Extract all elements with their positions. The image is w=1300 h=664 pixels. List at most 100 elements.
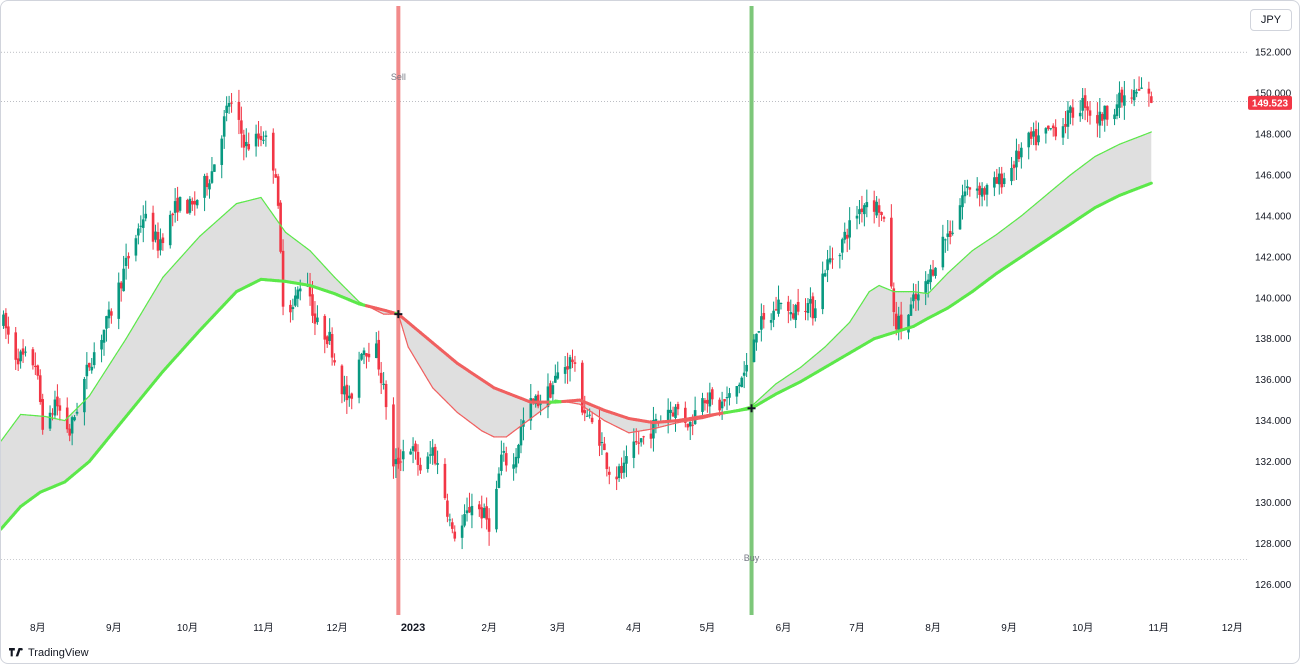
candle[interactable] (1140, 77, 1143, 89)
candle[interactable] (772, 301, 775, 328)
candle[interactable] (639, 438, 643, 447)
candle[interactable] (519, 419, 523, 454)
candle[interactable] (845, 228, 849, 253)
candle[interactable] (725, 386, 729, 411)
candle[interactable] (863, 203, 866, 227)
candle[interactable] (191, 197, 194, 212)
candle[interactable] (205, 172, 209, 196)
candle[interactable] (1147, 81, 1151, 107)
candle[interactable] (208, 179, 211, 199)
candle[interactable] (414, 440, 417, 460)
candle[interactable] (1047, 125, 1050, 131)
candle[interactable] (176, 186, 179, 221)
candle[interactable] (350, 392, 354, 410)
candle[interactable] (161, 233, 165, 251)
candle[interactable] (1020, 142, 1023, 169)
candle[interactable] (826, 249, 829, 283)
candle[interactable] (247, 132, 251, 151)
candle[interactable] (1115, 94, 1119, 120)
candle[interactable] (411, 437, 415, 464)
candle[interactable] (961, 184, 964, 220)
candle[interactable] (546, 373, 550, 419)
candle[interactable] (931, 260, 935, 277)
candle[interactable] (948, 220, 952, 245)
candle[interactable] (431, 439, 434, 465)
candle[interactable] (4, 308, 8, 340)
candle[interactable] (983, 186, 986, 201)
candle[interactable] (777, 285, 780, 317)
candle[interactable] (1132, 79, 1136, 107)
candle[interactable] (941, 224, 945, 271)
candle[interactable] (500, 440, 503, 476)
candle[interactable] (568, 354, 572, 382)
candle[interactable] (330, 327, 334, 366)
candle[interactable] (257, 121, 260, 147)
candle[interactable] (195, 199, 199, 209)
candle[interactable] (1071, 99, 1075, 126)
candle[interactable] (347, 385, 351, 407)
candle[interactable] (141, 205, 145, 243)
candle[interactable] (1100, 112, 1104, 126)
candle[interactable] (193, 191, 197, 216)
candle[interactable] (90, 357, 94, 374)
candle[interactable] (966, 179, 969, 196)
candle[interactable] (752, 334, 756, 363)
candle[interactable] (1002, 172, 1006, 188)
candle[interactable] (399, 449, 403, 472)
candle[interactable] (156, 222, 160, 259)
candle[interactable] (701, 392, 704, 417)
candle[interactable] (325, 335, 329, 348)
candle[interactable] (367, 342, 371, 362)
candle[interactable] (814, 299, 817, 322)
candle[interactable] (745, 352, 748, 378)
candle[interactable] (487, 508, 491, 546)
candle[interactable] (706, 392, 709, 413)
candle[interactable] (19, 349, 22, 369)
candle[interactable] (590, 411, 594, 425)
candle[interactable] (517, 443, 520, 464)
candle[interactable] (230, 92, 233, 113)
candle[interactable] (951, 220, 954, 236)
candle[interactable] (436, 450, 439, 475)
candle[interactable] (416, 444, 420, 476)
candle[interactable] (1120, 86, 1124, 108)
candle[interactable] (882, 215, 886, 223)
candle[interactable] (877, 198, 881, 227)
candle[interactable] (809, 287, 812, 318)
candle[interactable] (735, 386, 739, 404)
candle[interactable] (382, 372, 385, 390)
candle[interactable] (774, 296, 778, 311)
candle[interactable] (451, 518, 454, 534)
candle[interactable] (1029, 126, 1033, 145)
candle[interactable] (171, 212, 174, 227)
signal-line-buy[interactable] (749, 6, 754, 615)
candle[interactable] (554, 364, 557, 383)
candle[interactable] (710, 387, 714, 405)
candle[interactable] (946, 219, 950, 251)
candle[interactable] (497, 467, 501, 489)
candle[interactable] (220, 135, 224, 179)
candle[interactable] (154, 224, 157, 243)
candle[interactable] (978, 182, 981, 207)
candle[interactable] (796, 288, 800, 316)
candle[interactable] (840, 237, 844, 260)
candle[interactable] (264, 130, 268, 147)
candle[interactable] (313, 301, 317, 336)
candle[interactable] (448, 513, 452, 527)
candle[interactable] (1078, 100, 1082, 122)
candle[interactable] (333, 353, 336, 366)
candle[interactable] (637, 431, 641, 455)
candle[interactable] (1010, 157, 1013, 186)
candle[interactable] (151, 205, 155, 250)
candle[interactable] (87, 362, 91, 371)
candle[interactable] (791, 304, 795, 320)
candle[interactable] (975, 177, 979, 199)
candle[interactable] (1135, 88, 1138, 98)
candle[interactable] (993, 171, 996, 197)
candle[interactable] (276, 173, 280, 209)
candle[interactable] (48, 405, 52, 431)
candle[interactable] (848, 207, 851, 250)
candle[interactable] (985, 183, 989, 207)
candle[interactable] (443, 458, 447, 500)
